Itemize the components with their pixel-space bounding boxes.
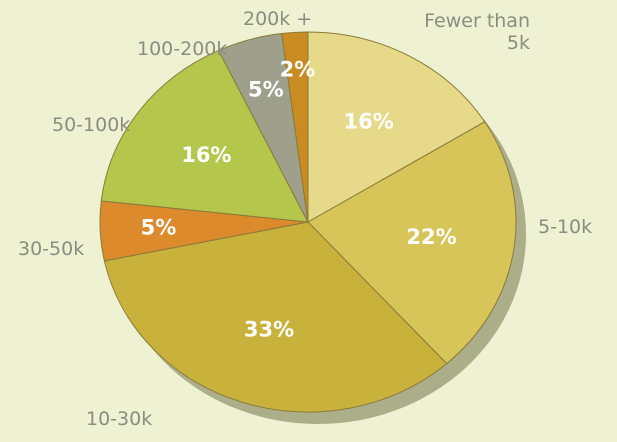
- category-label: Fewer than 5k: [424, 10, 530, 54]
- slice-value-label: 2%: [280, 57, 316, 81]
- category-label: 5-10k: [538, 216, 593, 238]
- pie-slice: [103, 221, 448, 413]
- pie-slice: [281, 31, 309, 223]
- category-label: 30-50k: [18, 238, 85, 260]
- slice-value-label: 5%: [141, 216, 177, 240]
- slice-value-label: 16%: [344, 109, 394, 133]
- slice-value-label: 22%: [406, 225, 456, 249]
- pie-slice: [100, 49, 309, 223]
- slice-value-label: 33%: [244, 317, 294, 341]
- slice-value-label: 16%: [181, 143, 231, 167]
- category-label: 50-100k: [52, 114, 131, 136]
- category-label: 100-200k: [137, 38, 228, 60]
- category-label: 200k +: [243, 8, 313, 30]
- slice-value-label: 5%: [248, 78, 284, 102]
- pie-slice: [307, 31, 486, 223]
- pie-slice: [307, 121, 517, 365]
- category-label: 10-30k: [86, 408, 153, 430]
